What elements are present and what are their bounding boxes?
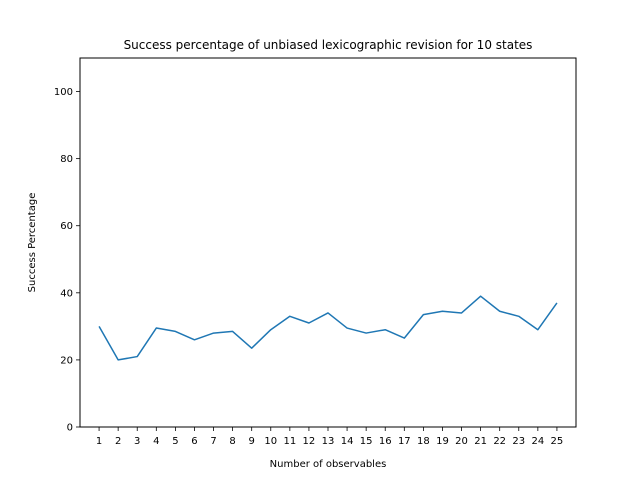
plot-area bbox=[98, 295, 558, 361]
y-tick-label: 60 bbox=[60, 221, 73, 232]
x-axis-label: Number of observables bbox=[270, 459, 387, 470]
x-tick-label: 17 bbox=[398, 436, 411, 447]
x-tick-label: 5 bbox=[172, 436, 178, 447]
x-tick-label: 14 bbox=[341, 436, 354, 447]
series-line bbox=[98, 295, 558, 361]
x-tick-label: 6 bbox=[191, 436, 197, 447]
y-tick-label: 80 bbox=[60, 154, 73, 165]
x-tick-label: 10 bbox=[264, 436, 277, 447]
x-tick-label: 13 bbox=[322, 436, 335, 447]
y-axis-ticks: 0 20 40 60 80 100 bbox=[54, 87, 80, 434]
x-tick-label: 18 bbox=[417, 436, 430, 447]
x-tick-label: 23 bbox=[512, 436, 525, 447]
x-tick-label: 25 bbox=[551, 436, 564, 447]
x-tick-label: 1 bbox=[96, 436, 102, 447]
x-tick-label: 11 bbox=[283, 436, 296, 447]
y-tick-label: 100 bbox=[54, 87, 73, 98]
x-tick-label: 16 bbox=[379, 436, 392, 447]
x-tick-label: 2 bbox=[115, 436, 121, 447]
y-tick-label: 40 bbox=[60, 288, 73, 299]
x-axis-ticks: 1 2 3 4 5 6 7 8 9 10 11 12 13 14 15 16 17 18 19 20 21 22 23 24 2… bbox=[96, 427, 563, 447]
y-tick-label: 0 bbox=[67, 423, 73, 434]
x-tick-label: 20 bbox=[455, 436, 468, 447]
x-tick-label: 4 bbox=[153, 436, 159, 447]
x-tick-label: 8 bbox=[229, 436, 235, 447]
y-axis-label: Success Percentage bbox=[27, 193, 38, 293]
x-tick-label: 21 bbox=[474, 436, 487, 447]
x-tick-label: 12 bbox=[303, 436, 316, 447]
y-tick-label: 20 bbox=[60, 355, 73, 366]
x-tick-label: 7 bbox=[210, 436, 216, 447]
x-tick-label: 9 bbox=[249, 436, 255, 447]
x-tick-label: 22 bbox=[493, 436, 506, 447]
x-tick-label: 24 bbox=[531, 436, 544, 447]
x-tick-label: 15 bbox=[360, 436, 373, 447]
x-tick-label: 3 bbox=[134, 436, 140, 447]
x-tick-label: 19 bbox=[436, 436, 449, 447]
chart-title: Success percentage of unbiased lexicogra… bbox=[124, 38, 533, 52]
plot-frame bbox=[79, 57, 577, 428]
